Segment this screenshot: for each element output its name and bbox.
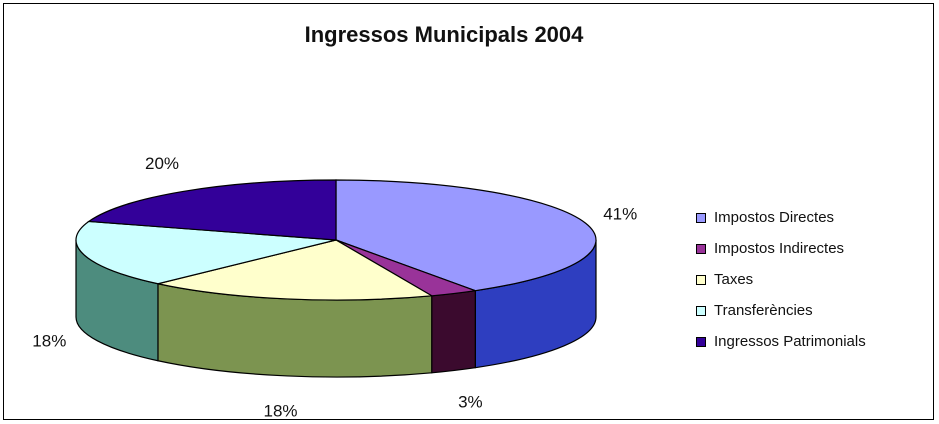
legend-swatch-4 (696, 336, 706, 347)
pie-side-1 (431, 289, 476, 374)
legend-item-0: Impostos Directes (696, 202, 866, 233)
legend-item-1: Impostos Indirectes (696, 233, 866, 264)
legend-label-2: Taxes (714, 271, 754, 288)
legend-item-4: Ingressos Patrimonials (696, 326, 866, 357)
pct-label-0: 41% (603, 204, 637, 223)
chart-legend: Impostos Directes Impostos Indirectes Taxe… (696, 202, 866, 357)
pie-chart: 41% 3% 18% 18% 20% (32, 154, 637, 420)
pct-label-2: 18% (264, 401, 298, 420)
pie-slice-4 (87, 179, 337, 241)
pct-label-4: 20% (145, 154, 179, 173)
chart-frame: Ingressos Municipals 2004 41% 3% 18% 18% 20%… (3, 3, 934, 420)
legend-label-4: Ingressos Patrimonials (714, 333, 866, 350)
legend-swatch-0 (696, 212, 706, 223)
legend-swatch-2 (696, 274, 706, 285)
pie-slice-2 (157, 239, 434, 301)
chart-title: Ingressos Municipals 2004 (304, 22, 584, 47)
legend-item-2: Taxes (696, 264, 866, 295)
legend-label-1: Impostos Indirectes (714, 240, 845, 257)
legend-swatch-1 (696, 243, 706, 254)
legend-label-0: Impostos Directes (714, 209, 835, 226)
legend-swatch-3 (696, 305, 706, 316)
legend-label-3: Transferències (714, 302, 813, 319)
pct-label-3: 18% (32, 332, 66, 351)
legend-item-3: Transferències (696, 295, 866, 326)
pie-slice-3 (75, 220, 337, 285)
pct-label-1: 3% (458, 393, 483, 412)
